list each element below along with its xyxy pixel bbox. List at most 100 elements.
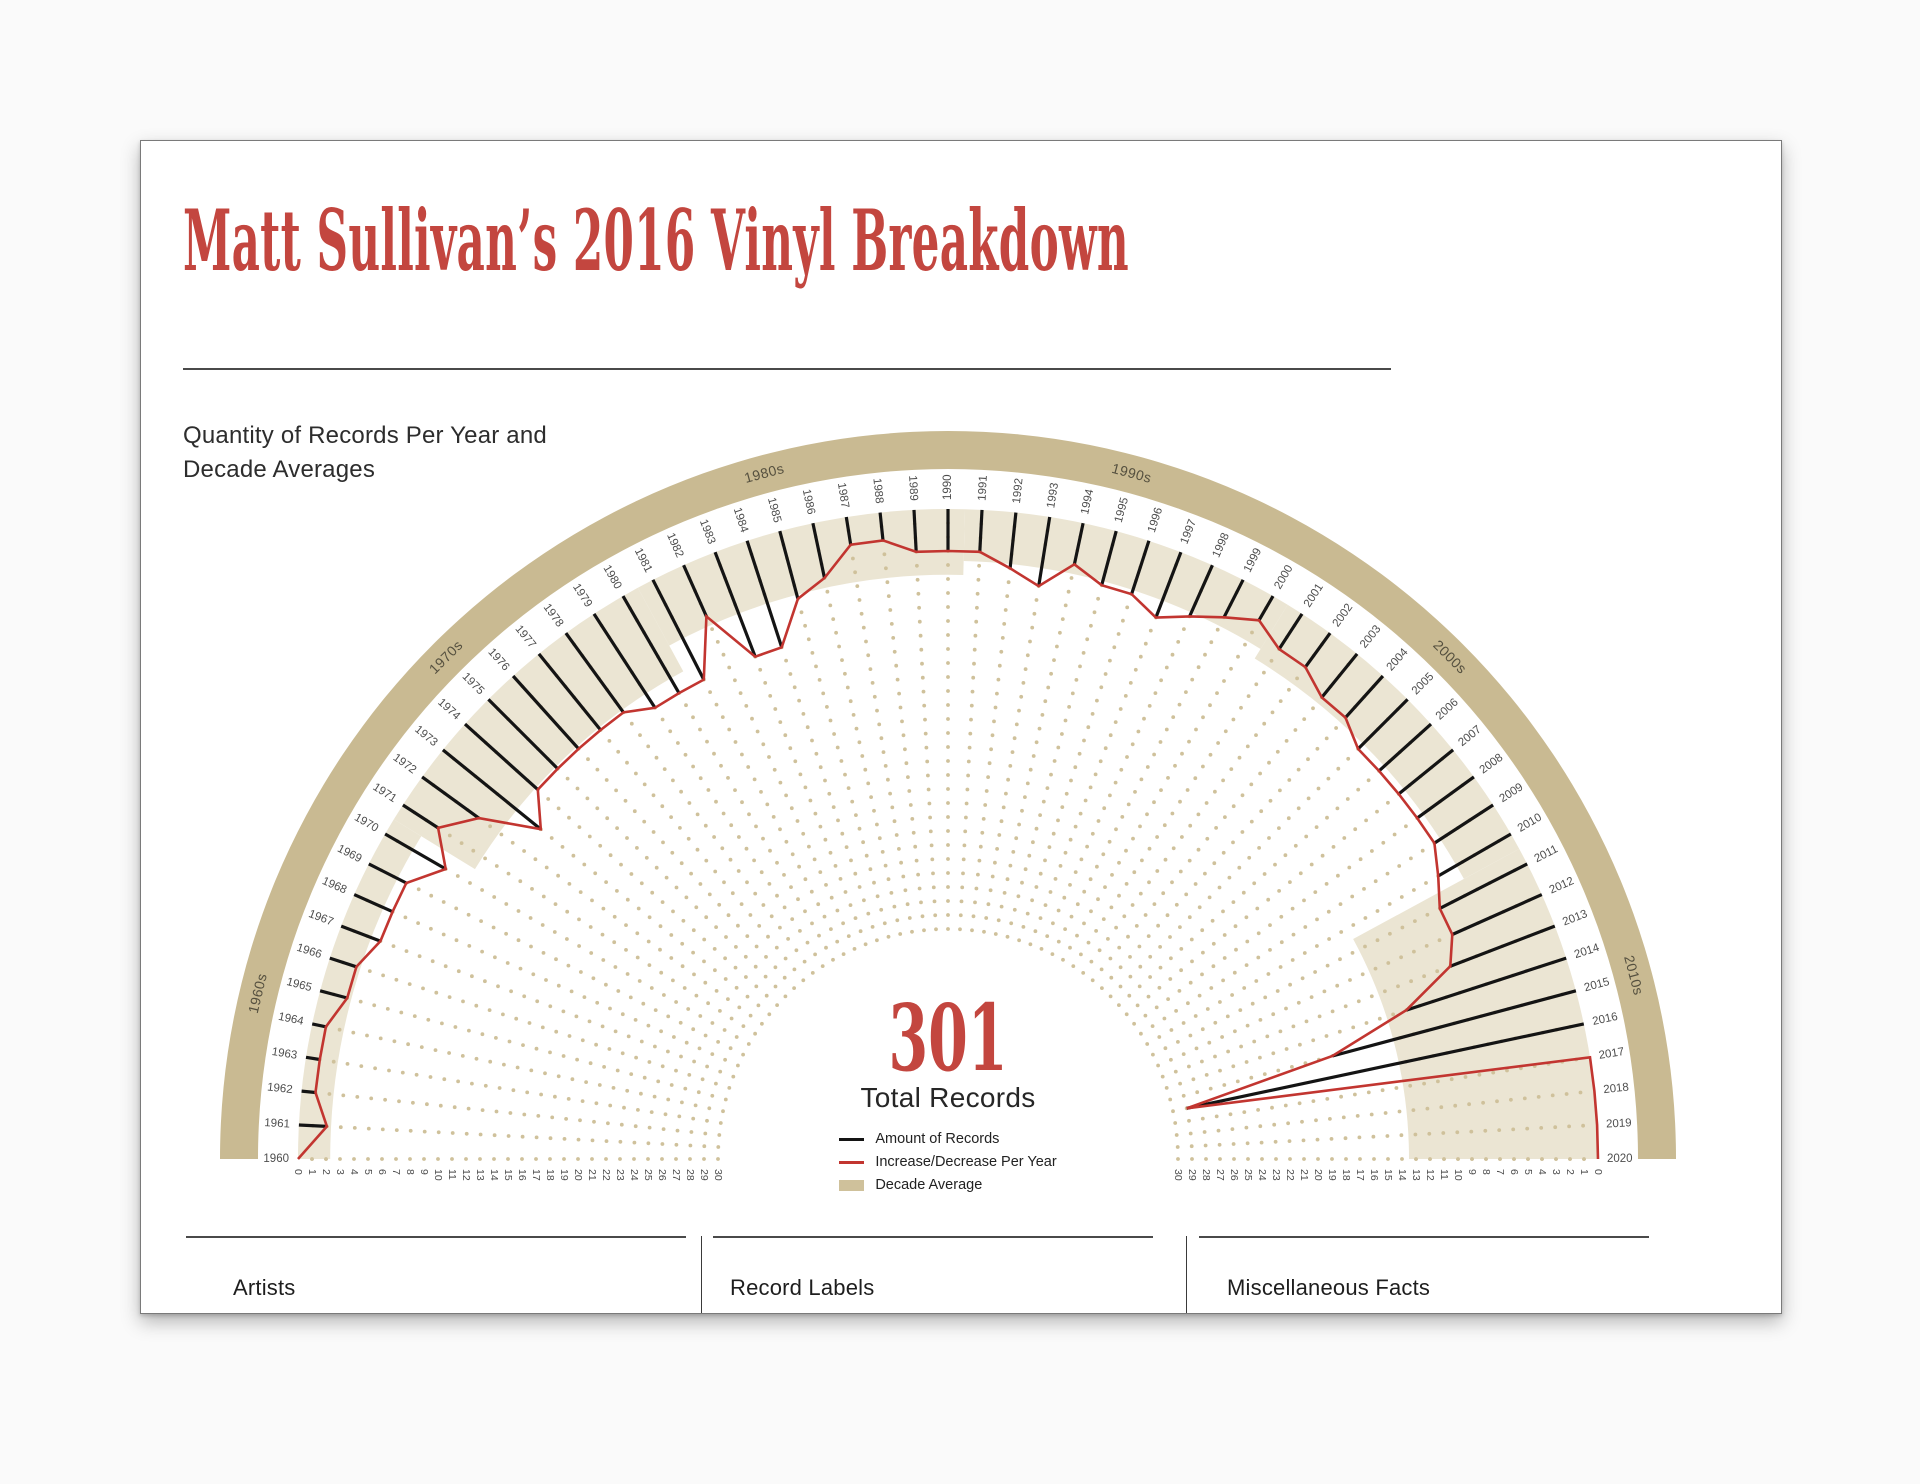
- amount-line-swatch: [839, 1137, 865, 1141]
- record-bar-2016: [1186, 1022, 1585, 1110]
- value-tick-left-23: 23: [614, 1169, 626, 1181]
- year-label-2011: 2011: [1532, 843, 1559, 865]
- legend-row-decade: Decade Average: [839, 1174, 1056, 1197]
- record-bar-1974: [463, 722, 539, 791]
- year-label-2007: 2007: [1456, 724, 1483, 749]
- record-bar-1988: [878, 512, 885, 541]
- value-tick-left-8: 8: [404, 1169, 416, 1175]
- value-tick-right-3: 3: [1550, 1169, 1562, 1175]
- value-tick-left-9: 9: [418, 1169, 430, 1175]
- value-tick-left-29: 29: [698, 1169, 710, 1181]
- value-tick-right-24: 24: [1256, 1169, 1268, 1181]
- year-label-1975: 1975: [460, 671, 487, 698]
- year-label-2001: 2001: [1302, 582, 1326, 610]
- value-tick-right-21: 21: [1298, 1169, 1310, 1181]
- decade-average-swatch: [839, 1179, 865, 1191]
- record-bar-1981: [651, 579, 706, 681]
- year-label-2018: 2018: [1603, 1081, 1630, 1096]
- year-label-1978: 1978: [541, 602, 566, 630]
- year-label-1998: 1998: [1211, 531, 1232, 559]
- record-bar-2006: [1377, 722, 1433, 773]
- value-tick-left-12: 12: [460, 1169, 472, 1181]
- year-label-1967: 1967: [307, 908, 335, 928]
- year-label-2017: 2017: [1598, 1046, 1625, 1062]
- value-tick-right-2: 2: [1564, 1169, 1576, 1175]
- record-bar-1965: [319, 989, 348, 1000]
- year-label-1993: 1993: [1045, 482, 1061, 509]
- record-bar-1978: [564, 632, 625, 714]
- record-bar-1991: [978, 509, 984, 552]
- value-tick-left-18: 18: [544, 1169, 556, 1181]
- record-bar-2002: [1304, 632, 1332, 669]
- change-legend-label: Increase/Decrease Per Year: [875, 1154, 1057, 1171]
- value-tick-left-15: 15: [502, 1169, 514, 1181]
- total-records-value: 301: [888, 984, 1008, 1092]
- value-tick-right-25: 25: [1242, 1169, 1254, 1181]
- record-bar-1998: [1188, 564, 1214, 618]
- value-tick-left-20: 20: [572, 1169, 584, 1181]
- value-tick-left-2: 2: [320, 1169, 332, 1175]
- change-line-swatch: [839, 1160, 865, 1164]
- record-bar-2001: [1277, 613, 1304, 650]
- value-tick-right-11: 11: [1438, 1169, 1450, 1180]
- record-bars: [298, 509, 1585, 1128]
- year-label-2013: 2013: [1561, 908, 1589, 928]
- record-bar-1996: [1130, 540, 1151, 595]
- value-tick-right-4: 4: [1536, 1169, 1548, 1175]
- record-bar-1993: [1037, 516, 1052, 587]
- year-label-1989: 1989: [906, 475, 919, 501]
- year-label-2002: 2002: [1331, 602, 1356, 630]
- record-bar-1986: [811, 522, 827, 579]
- value-tick-left-7: 7: [390, 1169, 402, 1175]
- year-label-1985: 1985: [765, 496, 783, 524]
- value-tick-right-27: 27: [1214, 1169, 1226, 1181]
- chart-subtitle: Quantity of Records Per Year and Decade …: [183, 419, 547, 487]
- record-bar-1987: [844, 516, 853, 545]
- year-label-2008: 2008: [1478, 752, 1506, 777]
- value-tick-right-14: 14: [1396, 1169, 1408, 1181]
- record-bar-1972: [421, 775, 480, 820]
- year-label-1963: 1963: [271, 1046, 298, 1062]
- value-tick-right-23: 23: [1270, 1169, 1282, 1181]
- year-label-1988: 1988: [870, 478, 885, 505]
- record-bar-1969: [368, 862, 408, 885]
- record-bar-1967: [340, 924, 381, 943]
- year-label-1970: 1970: [352, 812, 380, 835]
- record-bar-1971: [402, 803, 439, 830]
- record-bar-1968: [353, 893, 394, 914]
- value-tick-left-5: 5: [362, 1169, 374, 1175]
- record-bar-2008: [1416, 775, 1475, 820]
- value-tick-left-13: 13: [474, 1169, 486, 1181]
- poster-card: Matt Sullivan’s 2016 Vinyl Breakdown Qua…: [140, 140, 1782, 1314]
- value-tick-right-6: 6: [1508, 1169, 1520, 1175]
- year-label-1960: 1960: [263, 1153, 289, 1165]
- value-tick-right-16: 16: [1368, 1169, 1380, 1181]
- value-tick-left-14: 14: [488, 1169, 500, 1181]
- page-title: Matt Sullivan’s 2016 Vinyl Breakdown: [183, 191, 1129, 290]
- record-bar-1975: [487, 698, 559, 770]
- value-tick-left-28: 28: [684, 1169, 696, 1181]
- record-bar-1992: [1008, 512, 1018, 569]
- year-label-1992: 1992: [1011, 478, 1026, 505]
- value-tick-left-27: 27: [670, 1169, 682, 1181]
- record-bar-1962: [301, 1089, 316, 1095]
- decade-average-fill-2010s: [1353, 848, 1598, 1159]
- decade-average-fill-1980s: [637, 509, 966, 646]
- year-label-1977: 1977: [513, 623, 538, 650]
- value-tick-left-16: 16: [516, 1169, 528, 1181]
- value-tick-left-3: 3: [334, 1169, 346, 1175]
- year-label-1990: 1990: [942, 474, 954, 500]
- decade-average-fill-1970s: [393, 587, 684, 870]
- record-bar-1973: [441, 748, 542, 831]
- year-label-1982: 1982: [664, 531, 685, 559]
- record-bar-1982: [682, 564, 708, 618]
- year-label-1983: 1983: [697, 518, 717, 546]
- value-tick-left-0: 0: [292, 1169, 304, 1175]
- value-tick-left-30: 30: [712, 1169, 724, 1181]
- year-label-1980: 1980: [600, 563, 623, 591]
- decade-average-fill-1960s: [298, 819, 422, 1159]
- footer-rule-artists: [186, 1236, 686, 1238]
- value-tick-right-18: 18: [1340, 1169, 1352, 1181]
- footer-rule-misc: [1199, 1236, 1649, 1238]
